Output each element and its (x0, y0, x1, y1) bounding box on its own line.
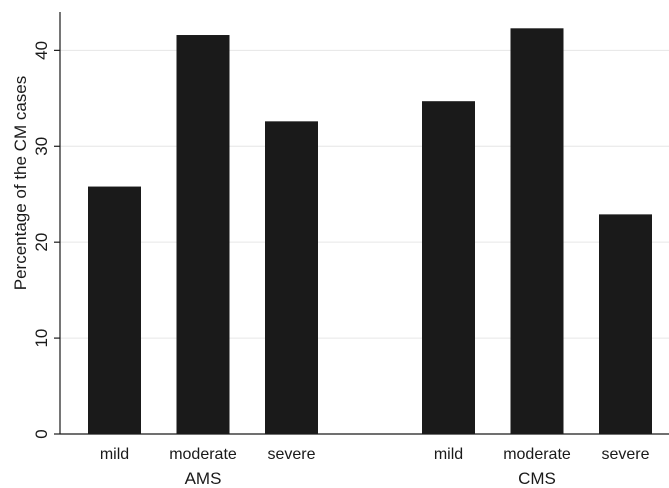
y-tick-label-30: 30 (32, 137, 51, 156)
category-label-cms-mild: mild (434, 446, 463, 463)
grid-layer (60, 49, 669, 339)
category-label-ams-moderate: moderate (169, 446, 237, 463)
bar-ams-mild (88, 186, 141, 434)
category-label-ams-severe: severe (267, 446, 315, 463)
y-tick-label-40: 40 (32, 41, 51, 60)
bar-ams-moderate (176, 35, 230, 434)
bar-layer (88, 28, 652, 435)
bar-cms-moderate (510, 28, 564, 435)
category-label-cms-moderate: moderate (503, 446, 571, 463)
y-tick-label-10: 10 (32, 329, 51, 348)
bar-cms-mild (422, 101, 475, 434)
group-label-cms: CMS (518, 469, 556, 488)
y-axis-label: Percentage of the CM cases (11, 76, 30, 291)
y-tick-label-20: 20 (32, 233, 51, 252)
category-label-cms-severe: severe (601, 446, 649, 463)
group-label-ams: AMS (185, 469, 222, 488)
bar-ams-severe (265, 121, 318, 434)
axis-layer (54, 12, 669, 435)
y-tick-label-0: 0 (32, 429, 51, 438)
category-label-ams-mild: mild (100, 446, 129, 463)
bar-cms-severe (599, 214, 652, 434)
label-layer: 0 10 20 30 40 mild moderate severe AMS mild modera… (32, 41, 650, 488)
